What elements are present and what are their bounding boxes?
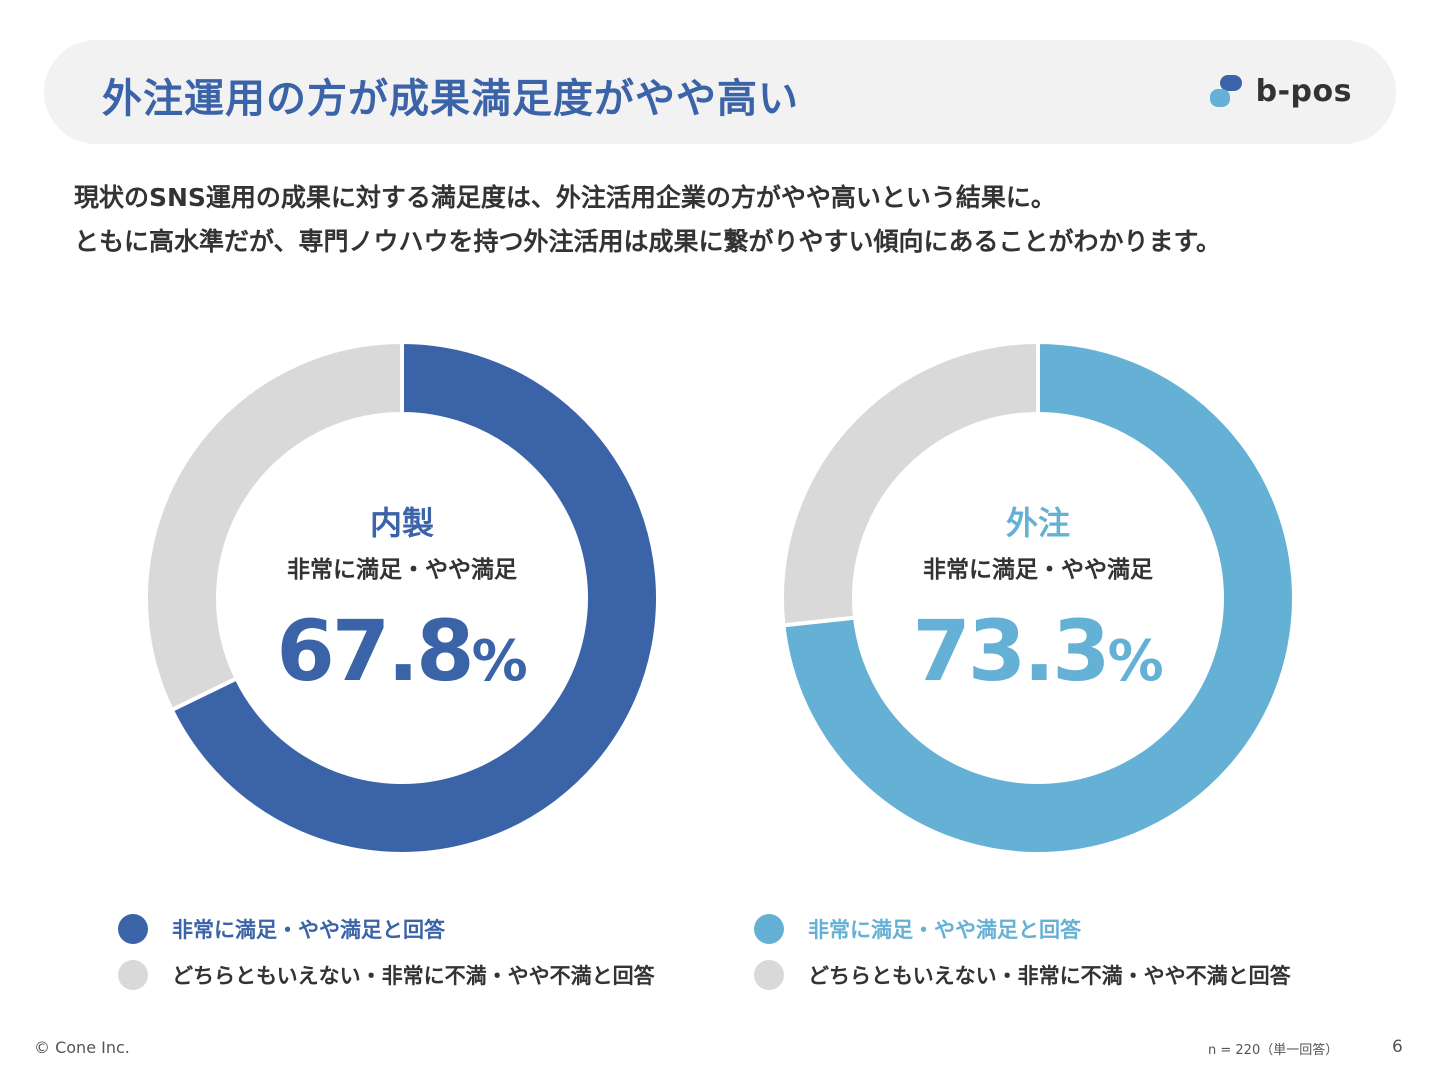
legend-item: 非常に満足・やや満足と回答 bbox=[754, 906, 1291, 952]
legend-inhouse: 非常に満足・やや満足と回答 どちらともいえない・非常に不満・やや不満と回答 bbox=[118, 906, 655, 998]
donut-slice-inhouse-satisfied bbox=[169, 340, 660, 856]
donut-slice-inhouse-other bbox=[144, 340, 404, 713]
donut-chart-outsource: 外注 非常に満足・やや満足 73.3% bbox=[780, 340, 1296, 856]
brand-logo: b-pos bbox=[1209, 74, 1352, 109]
legend-label: 非常に満足・やや満足と回答 bbox=[808, 918, 1081, 942]
donut-slice-outsource-other bbox=[780, 340, 1040, 628]
legend-label: 非常に満足・やや満足と回答 bbox=[172, 918, 445, 942]
b-pos-logo-icon bbox=[1209, 74, 1242, 109]
legend-item: どちらともいえない・非常に不満・やや不満と回答 bbox=[754, 952, 1291, 998]
donut-value-number-outsource: 73.3 bbox=[912, 602, 1110, 700]
page-number: 6 bbox=[1392, 1037, 1403, 1057]
legend-swatch-satisfied bbox=[118, 914, 148, 944]
logo-text: b-pos bbox=[1255, 74, 1352, 109]
page-title: 外注運用の方が成果満足度がやや高い bbox=[102, 76, 799, 122]
donut-subtitle-outsource: 非常に満足・やや満足 bbox=[923, 557, 1153, 583]
legend-swatch-other bbox=[118, 960, 148, 990]
legend-swatch-other bbox=[754, 960, 784, 990]
legend-item: どちらともいえない・非常に不満・やや不満と回答 bbox=[118, 952, 655, 998]
donut-value-unit-outsource: % bbox=[1107, 629, 1164, 694]
header-bar: 外注運用の方が成果満足度がやや高い b-pos bbox=[44, 40, 1396, 144]
lead-line-2: ともに高水準だが、専門ノウハウを持つ外注活用は成果に繋がりやすい傾向にあることが… bbox=[74, 227, 1222, 256]
donut-value-outsource: 73.3% bbox=[780, 602, 1296, 700]
donut-svg-inhouse bbox=[144, 340, 660, 856]
sample-size-note: n = 220（単一回答） bbox=[1208, 1043, 1339, 1058]
legend-swatch-satisfied bbox=[754, 914, 784, 944]
donut-subtitle-inhouse: 非常に満足・やや満足 bbox=[287, 557, 517, 583]
donut-label-outsource: 外注 bbox=[1005, 504, 1070, 542]
copyright: © Cone Inc. bbox=[34, 1038, 130, 1057]
donut-svg-outsource bbox=[780, 340, 1296, 856]
donut-value-number-inhouse: 67.8 bbox=[276, 602, 474, 700]
donut-value-unit-inhouse: % bbox=[471, 629, 528, 694]
donut-label-inhouse: 内製 bbox=[369, 504, 434, 542]
legend-label: どちらともいえない・非常に不満・やや不満と回答 bbox=[808, 964, 1291, 988]
legend-outsource: 非常に満足・やや満足と回答 どちらともいえない・非常に不満・やや不満と回答 bbox=[754, 906, 1291, 998]
legend-item: 非常に満足・やや満足と回答 bbox=[118, 906, 655, 952]
donut-slice-outsource-satisfied bbox=[781, 340, 1296, 856]
donut-value-inhouse: 67.8% bbox=[144, 602, 660, 700]
lead-line-1: 現状のSNS運用の成果に対する満足度は、外注活用企業の方がやや高いという結果に。 bbox=[74, 183, 1056, 212]
donut-chart-inhouse: 内製 非常に満足・やや満足 67.8% bbox=[144, 340, 660, 856]
legend-label: どちらともいえない・非常に不満・やや不満と回答 bbox=[172, 964, 655, 988]
lead-text: 現状のSNS運用の成果に対する満足度は、外注活用企業の方がやや高いという結果に。… bbox=[74, 176, 1394, 264]
